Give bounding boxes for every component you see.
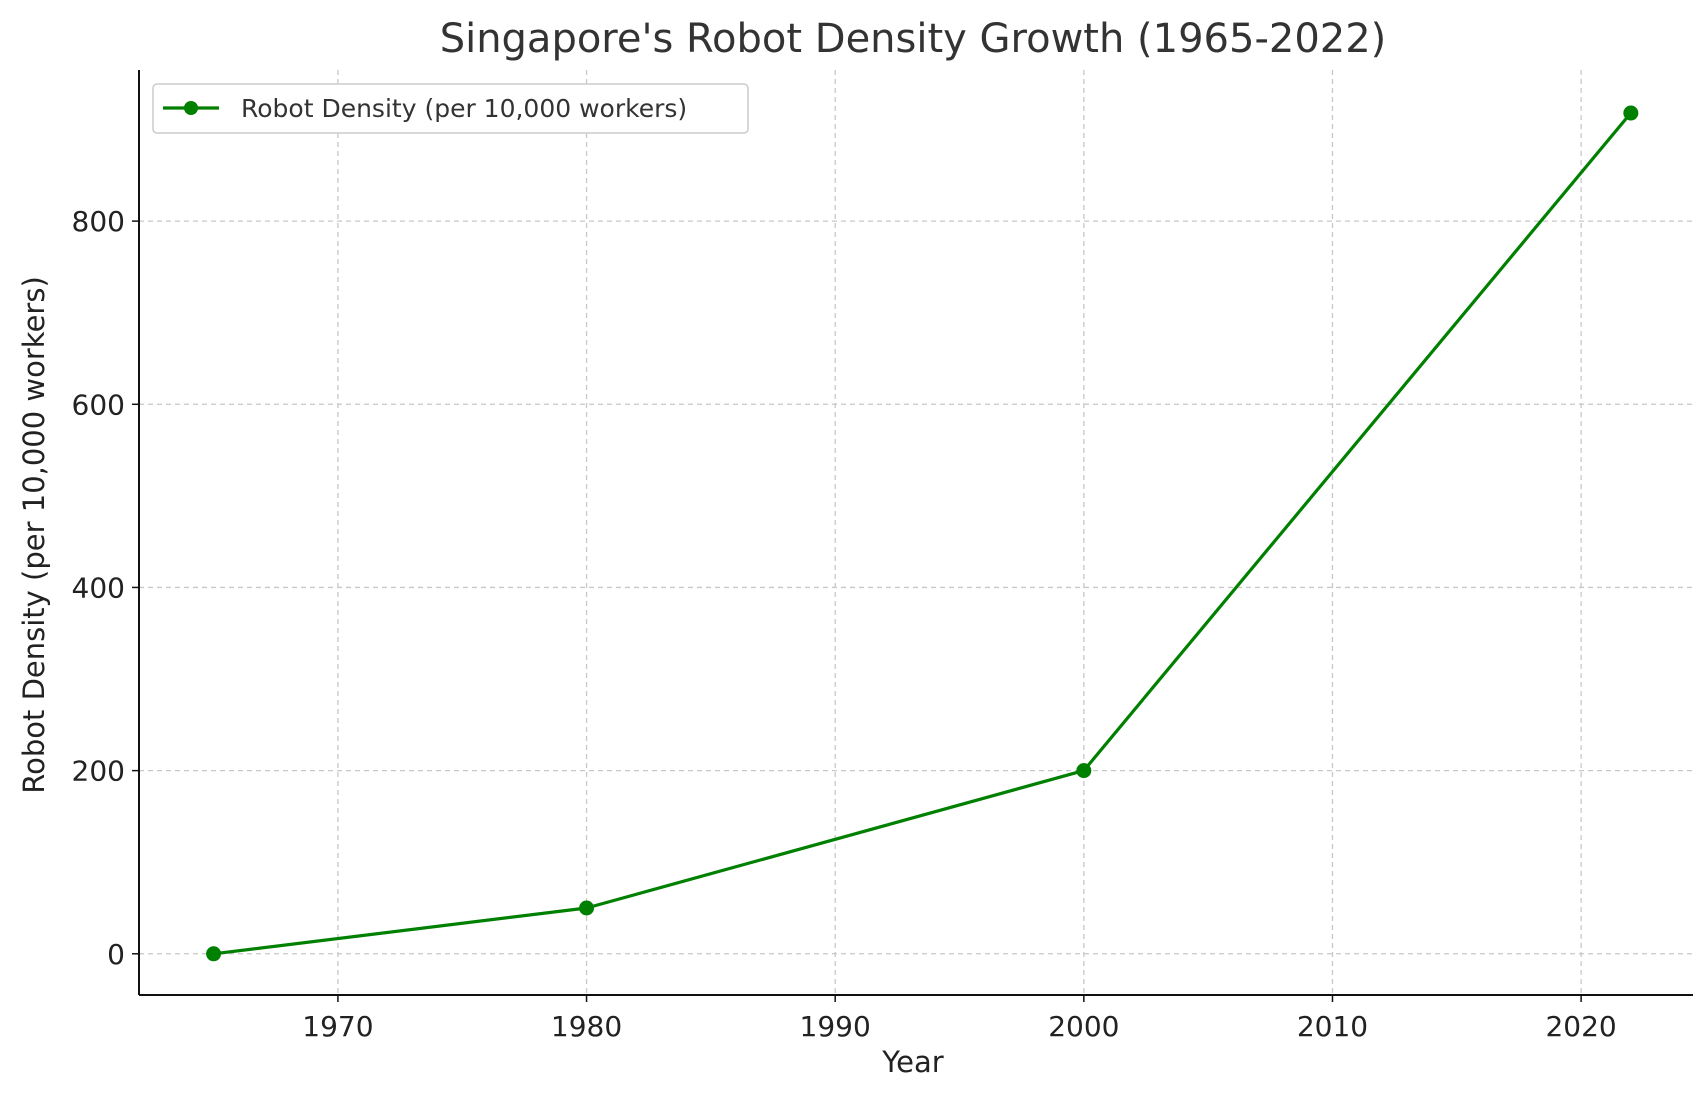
chart-title: Singapore's Robot Density Growth (1965-2… bbox=[440, 16, 1387, 62]
legend-box bbox=[152, 83, 749, 134]
legend-marker bbox=[184, 101, 198, 115]
legend-label: Robot Density (per 10,000 workers) bbox=[241, 94, 687, 123]
axes bbox=[138, 70, 1693, 996]
y-axis-label: Robot Density (per 10,000 workers) bbox=[17, 276, 51, 794]
x-axis-label: Year bbox=[881, 1045, 943, 1079]
data-point bbox=[579, 900, 595, 916]
ticks: 1970 1980 1990 2000 2010 2020 0 200 400 600 800 bbox=[72, 205, 1617, 1043]
x-tick-label: 1990 bbox=[800, 1010, 871, 1043]
x-tick-label: 1980 bbox=[551, 1010, 622, 1043]
series-line bbox=[213, 111, 1633, 956]
y-tick-label: 0 bbox=[107, 938, 125, 971]
x-tick-label: 1970 bbox=[302, 1010, 373, 1043]
data-point bbox=[206, 946, 222, 962]
x-tick-label: 2020 bbox=[1545, 1010, 1616, 1043]
legend: Robot Density (per 10,000 workers) bbox=[152, 83, 749, 134]
data-point bbox=[1623, 105, 1639, 121]
x-tick-label: 2010 bbox=[1297, 1010, 1368, 1043]
series-layer bbox=[206, 105, 1639, 962]
x-tick-label: 2000 bbox=[1048, 1010, 1119, 1043]
data-point bbox=[1076, 763, 1092, 779]
y-tick-label: 400 bbox=[72, 571, 125, 604]
y-tick-label: 600 bbox=[72, 388, 125, 421]
y-tick-label: 800 bbox=[72, 205, 125, 238]
y-tick-label: 200 bbox=[72, 755, 125, 788]
grid bbox=[139, 70, 1693, 995]
